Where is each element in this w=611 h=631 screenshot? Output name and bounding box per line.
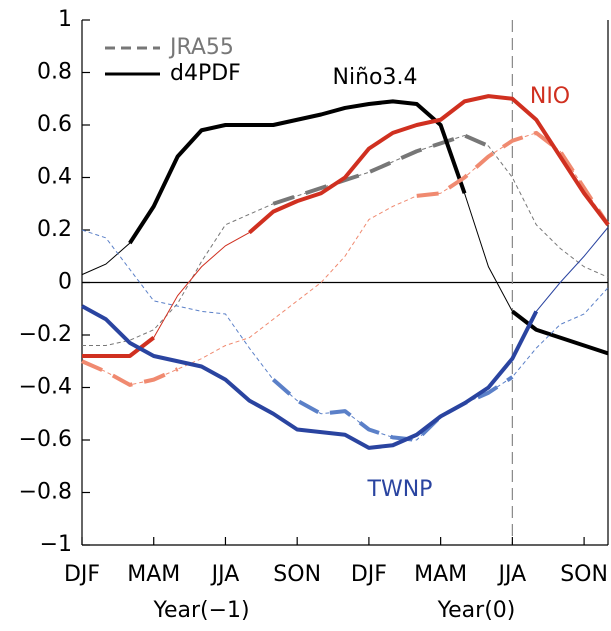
line-significant xyxy=(248,94,610,235)
line-significant xyxy=(416,130,610,226)
y-tick-label: 0.4 xyxy=(37,165,72,190)
line-thin xyxy=(82,134,609,346)
line-thin xyxy=(82,95,609,357)
x-tick-label: DJF xyxy=(64,562,100,587)
y-tick-label: −0.4 xyxy=(19,375,72,400)
line-significant xyxy=(81,359,179,387)
y-tick-label: 1 xyxy=(58,7,72,32)
period-label: Year(−1) xyxy=(152,598,249,623)
x-tick-label: JJA xyxy=(210,562,240,587)
line-thin xyxy=(81,229,609,441)
x-tick-label: SON xyxy=(273,562,321,587)
y-tick-label: 0.8 xyxy=(37,60,72,85)
y-tick-label: 0.6 xyxy=(37,112,72,137)
y-tick-label: 0.2 xyxy=(37,217,72,242)
y-tick-label: −1 xyxy=(40,532,72,557)
legend-label: JRA55 xyxy=(168,35,234,60)
line-significant xyxy=(82,336,155,358)
line-significant xyxy=(272,133,490,206)
x-tick-label: SON xyxy=(560,562,608,587)
index-label: Niño3.4 xyxy=(333,65,418,90)
line-thin xyxy=(81,132,609,386)
line-significant xyxy=(128,99,467,245)
x-tick-label: MAM xyxy=(414,562,467,587)
x-tick-label: DJF xyxy=(351,562,387,587)
index-label: TWNP xyxy=(367,477,433,502)
x-tick-label: JJA xyxy=(497,562,527,587)
x-tick-label: MAM xyxy=(127,562,180,587)
legend-label: d4PDF xyxy=(170,61,241,86)
y-tick-label: −0.6 xyxy=(19,427,72,452)
line-significant xyxy=(81,304,539,450)
line-significant xyxy=(271,375,514,442)
line-thin xyxy=(81,227,609,449)
line-thin xyxy=(81,100,609,354)
y-tick-label: 0 xyxy=(58,270,72,295)
period-label: Year(0) xyxy=(437,598,516,623)
y-tick-label: −0.8 xyxy=(19,480,72,505)
y-tick-label: −0.2 xyxy=(19,322,72,347)
index-label: NIO xyxy=(530,84,570,109)
